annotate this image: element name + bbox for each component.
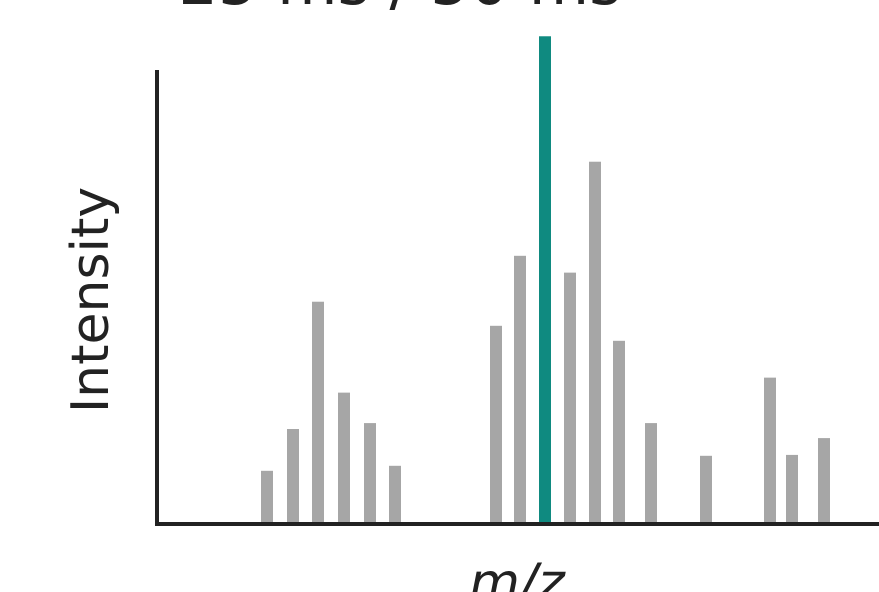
peak bbox=[645, 423, 657, 524]
peak bbox=[338, 392, 350, 524]
peak bbox=[261, 470, 273, 524]
bars bbox=[261, 36, 830, 524]
peak bbox=[389, 465, 401, 524]
peak bbox=[312, 301, 324, 524]
chart-title: 25 ms / 50 ms bbox=[179, 0, 622, 19]
peak bbox=[539, 36, 551, 524]
y-axis-label: Intensity bbox=[61, 187, 121, 413]
peak bbox=[818, 438, 830, 524]
peak bbox=[490, 325, 502, 524]
peak bbox=[764, 377, 776, 524]
peak bbox=[613, 340, 625, 524]
peak bbox=[287, 429, 299, 524]
x-axis-label: m/z bbox=[469, 553, 566, 592]
peak bbox=[589, 161, 601, 524]
peak bbox=[364, 423, 376, 524]
peak bbox=[786, 454, 798, 524]
peak bbox=[564, 272, 576, 524]
peak bbox=[700, 455, 712, 524]
peak bbox=[514, 255, 526, 524]
